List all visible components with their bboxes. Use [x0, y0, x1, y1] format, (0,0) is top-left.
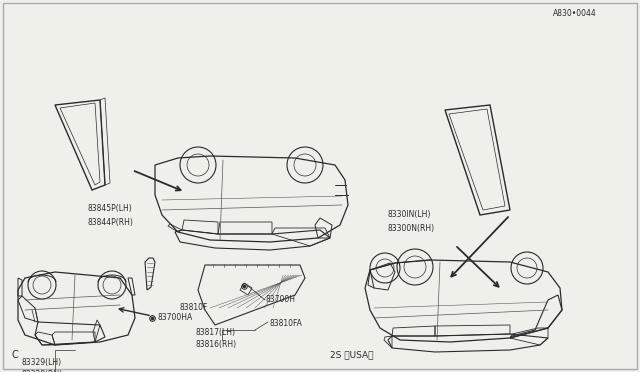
Text: 2S 〈USA〉: 2S 〈USA〉 [330, 350, 374, 359]
Text: 83810F: 83810F [180, 304, 209, 312]
Text: 83817(LH): 83817(LH) [196, 328, 236, 337]
Text: 8330IN(LH): 8330IN(LH) [388, 211, 431, 219]
Text: C: C [12, 350, 19, 360]
Text: 83845P(LH): 83845P(LH) [88, 203, 132, 212]
Text: 83810FA: 83810FA [270, 318, 303, 327]
Text: A830•0044: A830•0044 [553, 9, 596, 17]
Text: 83700H: 83700H [266, 295, 296, 305]
Text: 83844P(RH): 83844P(RH) [88, 218, 134, 227]
Text: 83700HA: 83700HA [158, 314, 193, 323]
Text: 83300N(RH): 83300N(RH) [388, 224, 435, 232]
Text: 83329(LH): 83329(LH) [22, 357, 62, 366]
Text: 83816(RH): 83816(RH) [196, 340, 237, 349]
Text: 83328(RH): 83328(RH) [22, 371, 63, 372]
